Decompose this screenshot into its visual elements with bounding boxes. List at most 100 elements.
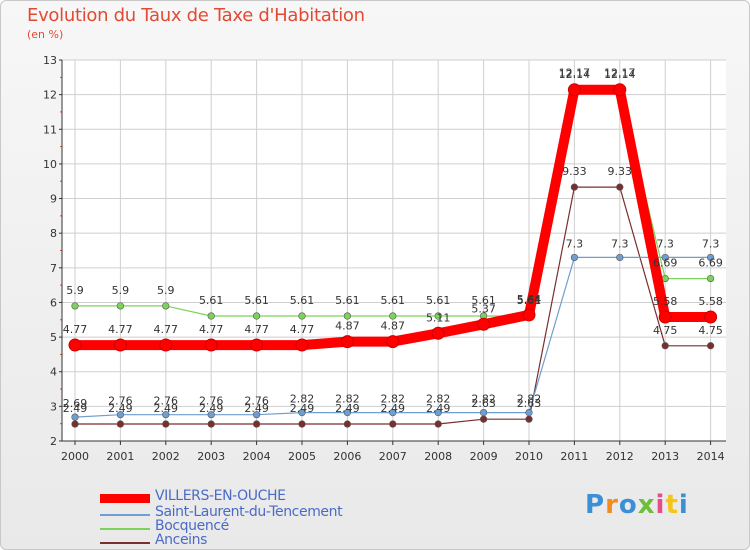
data-label: 5.58 <box>653 295 678 308</box>
x-tick-label: 2011 <box>560 450 588 463</box>
data-point <box>253 411 261 419</box>
data-point <box>525 408 533 417</box>
data-point <box>207 411 215 419</box>
data-label: 5.64 <box>517 293 542 306</box>
y-tick-label: 8 <box>50 227 57 240</box>
data-label: 2.63 <box>471 397 496 410</box>
x-tick-label: 2008 <box>424 450 452 463</box>
data-point <box>295 338 309 352</box>
x-tick-label: 2001 <box>106 450 134 463</box>
data-point <box>389 420 397 428</box>
data-point <box>71 302 79 310</box>
data-point <box>480 415 488 423</box>
data-point <box>525 415 533 423</box>
data-label: 7.3 <box>702 237 720 250</box>
y-tick-label: 2 <box>50 435 57 448</box>
data-point <box>567 83 581 97</box>
data-point <box>386 335 400 349</box>
legend-item: VILLERS-EN-OUCHE <box>100 488 420 505</box>
data-point <box>616 253 624 262</box>
data-label: 7.3 <box>566 237 584 250</box>
data-label: 2.49 <box>199 402 224 415</box>
data-label: 12.17 <box>604 67 636 80</box>
data-point <box>661 342 669 350</box>
data-point <box>706 274 715 283</box>
legend-swatch <box>100 514 150 516</box>
data-point <box>477 317 491 331</box>
data-label: 5.61 <box>199 294 224 307</box>
data-point <box>661 253 669 262</box>
data-point <box>434 420 442 428</box>
data-label: 4.75 <box>698 324 723 337</box>
data-label: 5.9 <box>112 284 130 297</box>
data-point <box>343 312 352 320</box>
data-label: 4.77 <box>199 323 224 336</box>
data-label: 2.69 <box>63 397 88 410</box>
x-tick-label: 2006 <box>333 450 361 463</box>
y-tick-label: 9 <box>50 193 57 206</box>
data-label: 5.61 <box>381 294 406 307</box>
data-label: 5.37 <box>471 302 496 315</box>
data-label: 12.17 <box>559 67 591 80</box>
data-label: 12.14 <box>604 68 636 81</box>
data-point <box>162 420 170 428</box>
data-label: 4.77 <box>108 323 133 336</box>
data-point <box>706 342 715 350</box>
legend-item: Bocquencé <box>100 518 420 535</box>
data-label: 5.61 <box>335 294 360 307</box>
data-label: 5.61 <box>471 294 496 307</box>
data-point <box>116 411 124 419</box>
data-point <box>113 338 127 352</box>
data-label: 2.49 <box>335 402 360 415</box>
legend-label: Saint-Laurent-du-Tencement <box>155 504 343 520</box>
logo-letter: r <box>605 490 619 520</box>
legend-swatch <box>100 494 150 503</box>
data-label: 9.33 <box>608 165 633 178</box>
x-tick-label: 2000 <box>61 450 89 463</box>
data-point <box>71 413 79 421</box>
data-point <box>570 183 579 191</box>
x-tick-label: 2013 <box>651 450 679 463</box>
data-point <box>431 326 445 340</box>
x-tick-label: 2007 <box>379 450 407 463</box>
data-label: 4.77 <box>244 323 269 336</box>
data-label: 5.61 <box>517 294 542 307</box>
logo-letter: o <box>618 490 638 520</box>
data-label: 2.49 <box>426 402 451 415</box>
data-label: 9.33 <box>562 165 587 178</box>
chart-subtitle: (en %) <box>27 28 64 41</box>
data-point <box>616 183 624 191</box>
y-tick-label: 11 <box>43 123 57 136</box>
data-label: 5.61 <box>426 294 451 307</box>
x-tick-label: 2014 <box>697 450 725 463</box>
x-tick-label: 2010 <box>515 450 543 463</box>
data-point <box>704 310 718 324</box>
data-label: 4.77 <box>290 323 315 336</box>
data-point <box>522 308 536 322</box>
data-point <box>658 310 672 324</box>
data-point <box>207 312 215 320</box>
x-tick-label: 2005 <box>288 450 316 463</box>
data-label: 2.49 <box>108 402 133 415</box>
data-point <box>298 408 306 417</box>
y-tick-label: 3 <box>50 400 57 413</box>
data-label: 2.49 <box>154 402 179 415</box>
data-point <box>570 253 579 262</box>
y-tick-label: 5 <box>50 331 57 344</box>
data-label: 2.82 <box>335 393 360 406</box>
data-point <box>71 420 79 428</box>
data-label: 2.76 <box>154 395 179 408</box>
data-label: 5.61 <box>244 294 269 307</box>
data-point <box>298 312 306 320</box>
legend-label: Bocquencé <box>155 518 229 534</box>
data-label: 2.82 <box>290 393 315 406</box>
legend-label: Anceins <box>155 532 208 548</box>
data-label: 2.82 <box>426 393 451 406</box>
data-point <box>250 338 264 352</box>
legend-swatch <box>100 528 150 530</box>
data-label: 7.3 <box>611 237 629 250</box>
data-point <box>116 420 124 428</box>
data-point <box>207 420 215 428</box>
data-label: 5.11 <box>426 311 451 324</box>
